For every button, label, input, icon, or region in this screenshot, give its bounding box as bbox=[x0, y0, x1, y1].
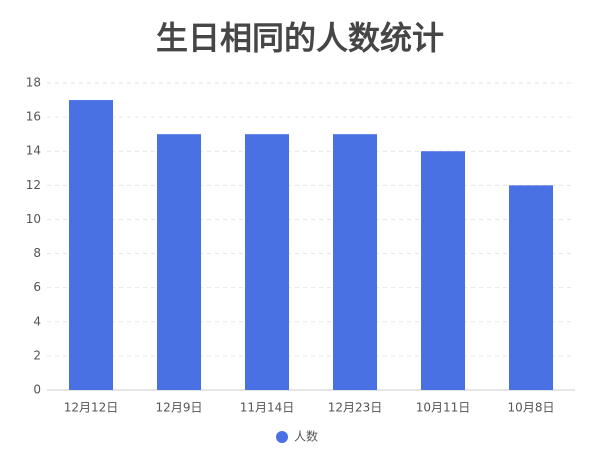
y-tick-label: 18 bbox=[26, 76, 41, 90]
y-tick-label: 8 bbox=[33, 246, 41, 260]
y-tick-label: 12 bbox=[26, 178, 41, 192]
x-tick-label: 12月9日 bbox=[156, 401, 203, 415]
bar bbox=[157, 134, 201, 390]
bar bbox=[69, 100, 113, 391]
bar bbox=[509, 185, 553, 390]
bar bbox=[333, 134, 377, 390]
y-tick-label: 4 bbox=[33, 314, 41, 328]
x-tick-label: 10月11日 bbox=[416, 401, 471, 415]
y-tick-label: 0 bbox=[33, 383, 41, 397]
x-tick-label: 10月8日 bbox=[508, 401, 555, 415]
y-tick-label: 14 bbox=[26, 144, 41, 158]
x-tick-label: 12月23日 bbox=[328, 401, 383, 415]
y-tick-label: 16 bbox=[26, 110, 41, 124]
legend-marker bbox=[276, 431, 288, 443]
bar bbox=[421, 151, 465, 390]
legend-label: 人数 bbox=[294, 429, 318, 444]
y-tick-label: 6 bbox=[33, 280, 41, 294]
bar bbox=[245, 134, 289, 390]
chart-title: 生日相同的人数统计 bbox=[156, 19, 444, 57]
x-tick-label: 12月12日 bbox=[64, 401, 119, 415]
y-tick-label: 10 bbox=[26, 212, 41, 226]
x-tick-label: 11月14日 bbox=[240, 401, 295, 415]
y-tick-label: 2 bbox=[33, 348, 41, 362]
